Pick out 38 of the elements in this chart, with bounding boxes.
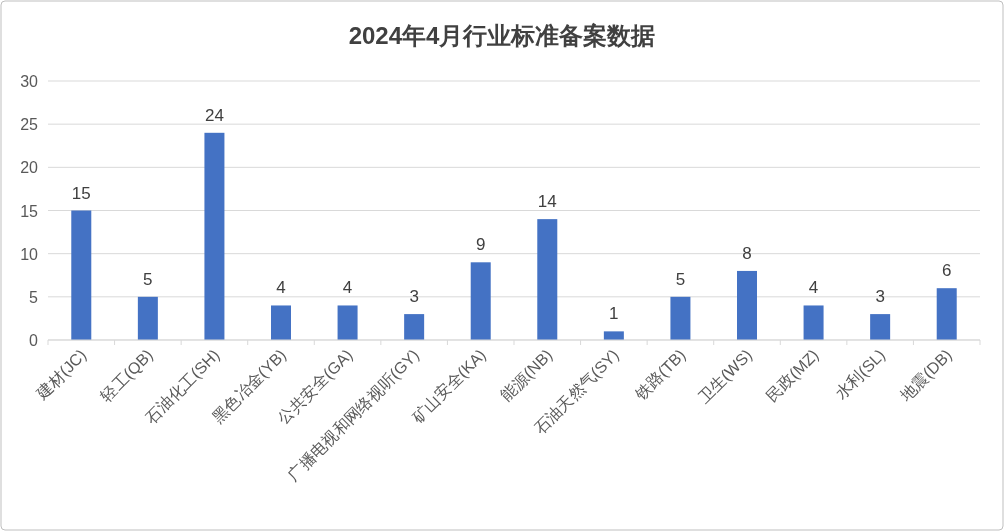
y-tick-label: 30 (20, 73, 39, 90)
data-label: 3 (875, 287, 885, 307)
bar (470, 262, 491, 340)
y-tick-label: 20 (20, 159, 39, 177)
bar (71, 210, 92, 340)
data-label: 15 (71, 183, 91, 203)
bar (537, 219, 558, 340)
data-label: 6 (941, 261, 952, 281)
bar (271, 305, 291, 340)
y-tick-label: 10 (20, 245, 39, 263)
bar (936, 288, 957, 340)
chart-title: 2024年4月行业标准备案数据 (348, 22, 656, 49)
data-label: 14 (537, 192, 557, 212)
data-label: 4 (276, 278, 286, 298)
data-label: 4 (342, 278, 353, 298)
bar (603, 331, 624, 340)
data-label: 9 (475, 235, 486, 255)
data-label: 1 (609, 304, 619, 324)
bar (137, 296, 158, 340)
data-label: 8 (742, 243, 752, 263)
bar (337, 305, 358, 340)
y-tick-label: 0 (29, 332, 39, 349)
bar (404, 314, 425, 340)
y-tick-label: 5 (29, 288, 39, 306)
data-label: 5 (143, 269, 153, 289)
x-tick-label: 水利(SL) (832, 346, 889, 403)
y-tick-label: 15 (20, 202, 39, 220)
bar (670, 296, 691, 340)
bar (737, 270, 757, 340)
data-label: 3 (409, 287, 419, 307)
bar (803, 305, 824, 340)
y-tick-label: 25 (20, 116, 39, 134)
data-label: 24 (204, 105, 224, 125)
bar (870, 314, 891, 340)
bar (204, 132, 225, 340)
x-tick-label: 建材(JC) (32, 346, 90, 403)
data-label: 5 (675, 269, 686, 289)
data-label: 4 (808, 278, 819, 298)
